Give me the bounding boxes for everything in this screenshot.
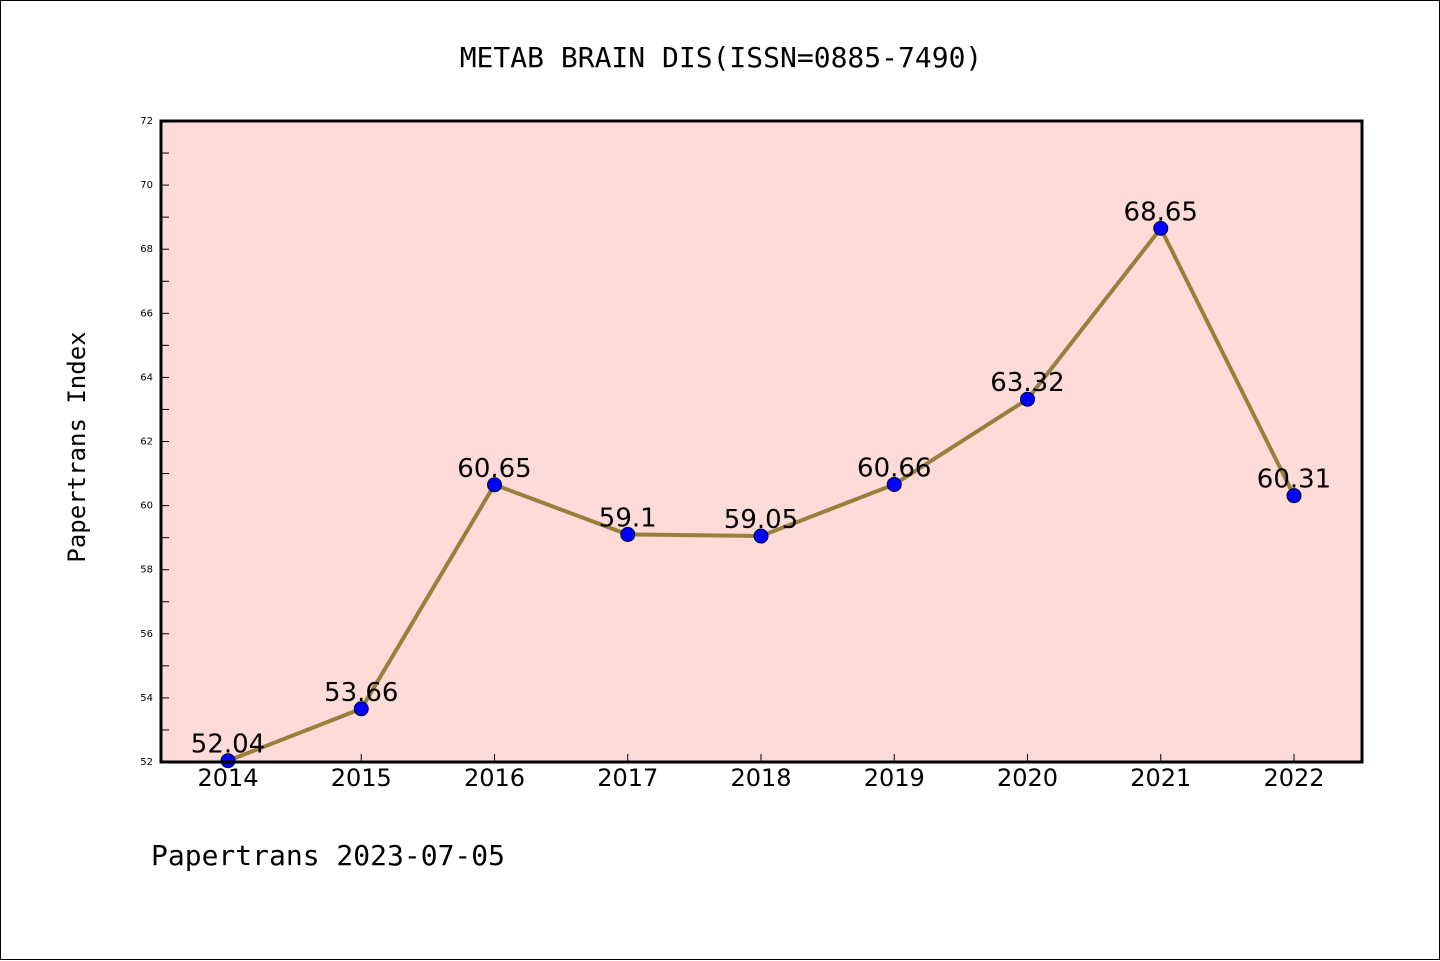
y-tick-label: 52 xyxy=(140,757,153,768)
x-tick-label: 2019 xyxy=(864,764,925,792)
data-point xyxy=(753,528,769,544)
data-labels: 52.04 53.66 60.65 59.1 59.05 60.66 63.32 68.65 6… xyxy=(191,197,1331,759)
data-label: 53.66 xyxy=(324,678,398,708)
data-point xyxy=(886,476,902,492)
y-tick-label: 70 xyxy=(140,180,153,191)
x-tick-label: 2022 xyxy=(1263,764,1324,792)
y-axis-label: Papertrans Index xyxy=(63,331,91,562)
x-tick-label: 2018 xyxy=(730,764,791,792)
data-point xyxy=(353,701,369,717)
y-tick-label: 68 xyxy=(140,244,153,255)
chart-title: METAB BRAIN DIS(ISSN=0885-7490) xyxy=(460,41,983,74)
y-tick-label: 72 xyxy=(140,116,153,127)
y-tick-label: 58 xyxy=(140,565,153,576)
data-label: 60.65 xyxy=(457,454,531,484)
y-tick-label: 66 xyxy=(140,308,153,319)
y-tick-label: 54 xyxy=(140,693,153,704)
plot-border xyxy=(159,119,1364,764)
x-axis-ticks: 2014 2015 2016 2017 2018 2019 2020 2021 2022 xyxy=(197,754,1325,792)
data-label: 60.66 xyxy=(857,453,931,483)
data-point xyxy=(487,477,502,493)
footer-text: Papertrans 2023-07-05 xyxy=(151,839,505,872)
data-label: 59.1 xyxy=(599,503,657,533)
data-label: 68.65 xyxy=(1124,197,1198,227)
data-point xyxy=(620,526,636,542)
y-tick-label: 64 xyxy=(140,372,153,383)
data-label: 52.04 xyxy=(191,730,265,760)
data-label: 63.32 xyxy=(990,368,1064,398)
x-tick-label: 2015 xyxy=(331,764,392,792)
data-point xyxy=(1020,391,1035,407)
y-tick-label: 56 xyxy=(140,629,153,640)
x-tick-label: 2014 xyxy=(197,764,258,792)
x-tick-label: 2020 xyxy=(997,764,1058,792)
y-tick-label: 62 xyxy=(140,437,153,448)
x-tick-label: 2017 xyxy=(597,764,658,792)
x-tick-label: 2021 xyxy=(1130,764,1191,792)
data-label: 60.31 xyxy=(1257,465,1331,495)
data-label: 59.05 xyxy=(724,505,798,535)
x-tick-label: 2016 xyxy=(464,764,525,792)
y-tick-label: 60 xyxy=(140,501,153,512)
data-point xyxy=(1286,488,1302,504)
data-point xyxy=(1153,220,1169,236)
